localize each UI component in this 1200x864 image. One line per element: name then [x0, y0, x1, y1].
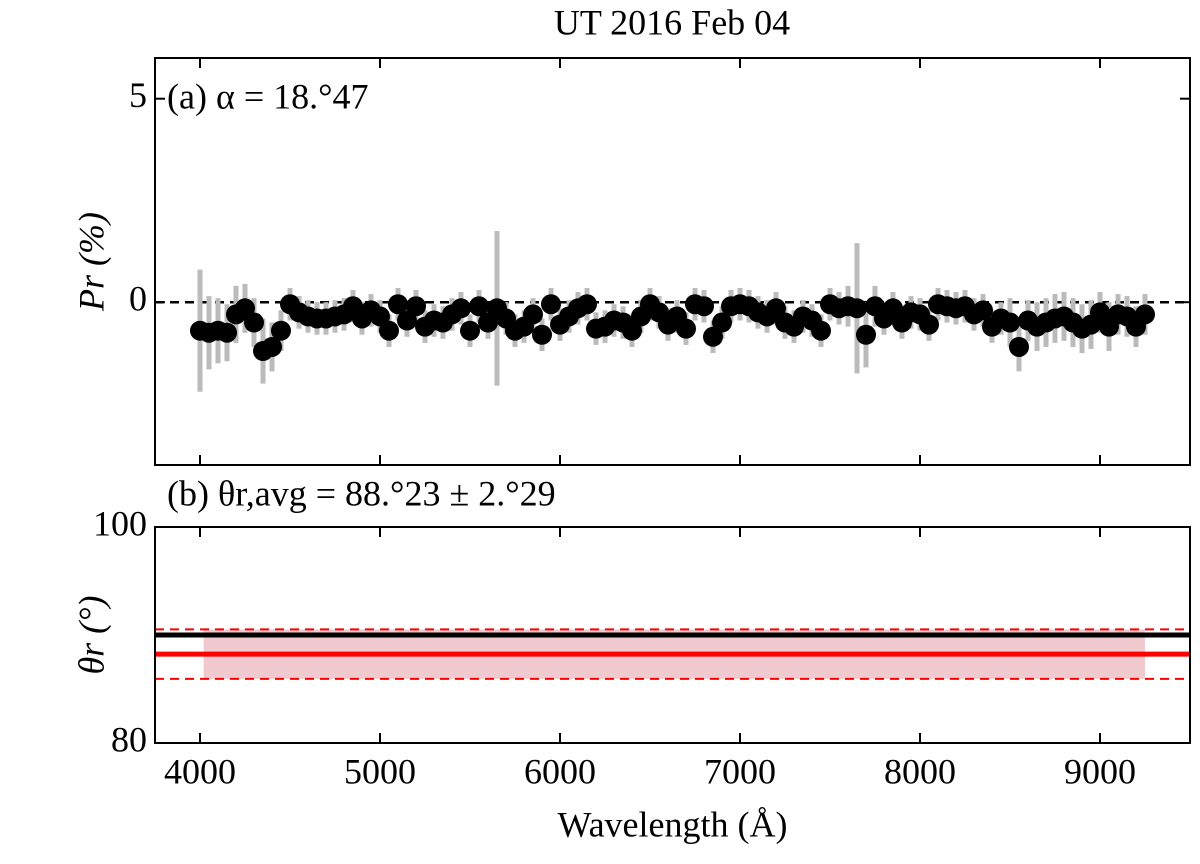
- data-point: [271, 320, 291, 341]
- data-point: [451, 298, 471, 319]
- data-point: [1000, 312, 1020, 333]
- plot-frame: [154, 57, 1191, 466]
- x-tick-label: 7000: [704, 751, 776, 791]
- x-axis-label: Wavelength (Å): [557, 804, 787, 844]
- data-point: [1135, 304, 1155, 325]
- data-point: [379, 320, 399, 341]
- data-point: [532, 324, 552, 345]
- data-point: [523, 304, 543, 325]
- x-tick-label: 9000: [1064, 751, 1136, 791]
- y-tick-label: 100: [93, 503, 147, 543]
- data-point: [973, 300, 993, 321]
- data-point: [406, 296, 426, 317]
- y-tick-label: 0: [129, 278, 147, 318]
- annotation: (b) θr,avg = 88.°23 ± 2.°29: [167, 473, 556, 513]
- chart-title: UT 2016 Feb 04: [554, 2, 790, 42]
- data-point: [622, 320, 642, 341]
- data-point: [235, 298, 255, 319]
- data-point: [703, 326, 723, 347]
- data-point: [919, 314, 939, 335]
- data-point: [397, 310, 417, 331]
- data-point: [856, 324, 876, 345]
- y-axis-label: θr (°): [71, 595, 111, 674]
- data-point: [1090, 302, 1110, 323]
- data-point: [883, 298, 903, 319]
- data-point: [460, 320, 480, 341]
- data-point: [811, 320, 831, 341]
- data-point: [676, 318, 696, 339]
- data-point: [766, 298, 786, 319]
- data-point: [244, 312, 264, 333]
- y-tick-label: 80: [111, 719, 147, 759]
- data-point: [541, 294, 561, 315]
- data-point: [577, 294, 597, 315]
- x-tick-label: 5000: [344, 751, 416, 791]
- data-point: [262, 336, 282, 357]
- data-point: [1009, 336, 1029, 357]
- data-point: [469, 296, 489, 317]
- data-point: [217, 322, 237, 343]
- x-tick-label: 8000: [884, 751, 956, 791]
- y-axis-label: Pr (%): [71, 212, 111, 312]
- data-point: [694, 296, 714, 317]
- data-point: [712, 312, 732, 333]
- annotation: (a) α = 18.°47: [167, 76, 369, 116]
- data-point: [370, 306, 390, 327]
- y-tick-label: 5: [129, 75, 147, 115]
- data-point: [388, 294, 408, 315]
- plot-frame: [154, 526, 1191, 744]
- data-point: [478, 312, 498, 333]
- x-tick-label: 4000: [164, 751, 236, 791]
- data-point: [847, 298, 867, 319]
- x-tick-label: 6000: [524, 751, 596, 791]
